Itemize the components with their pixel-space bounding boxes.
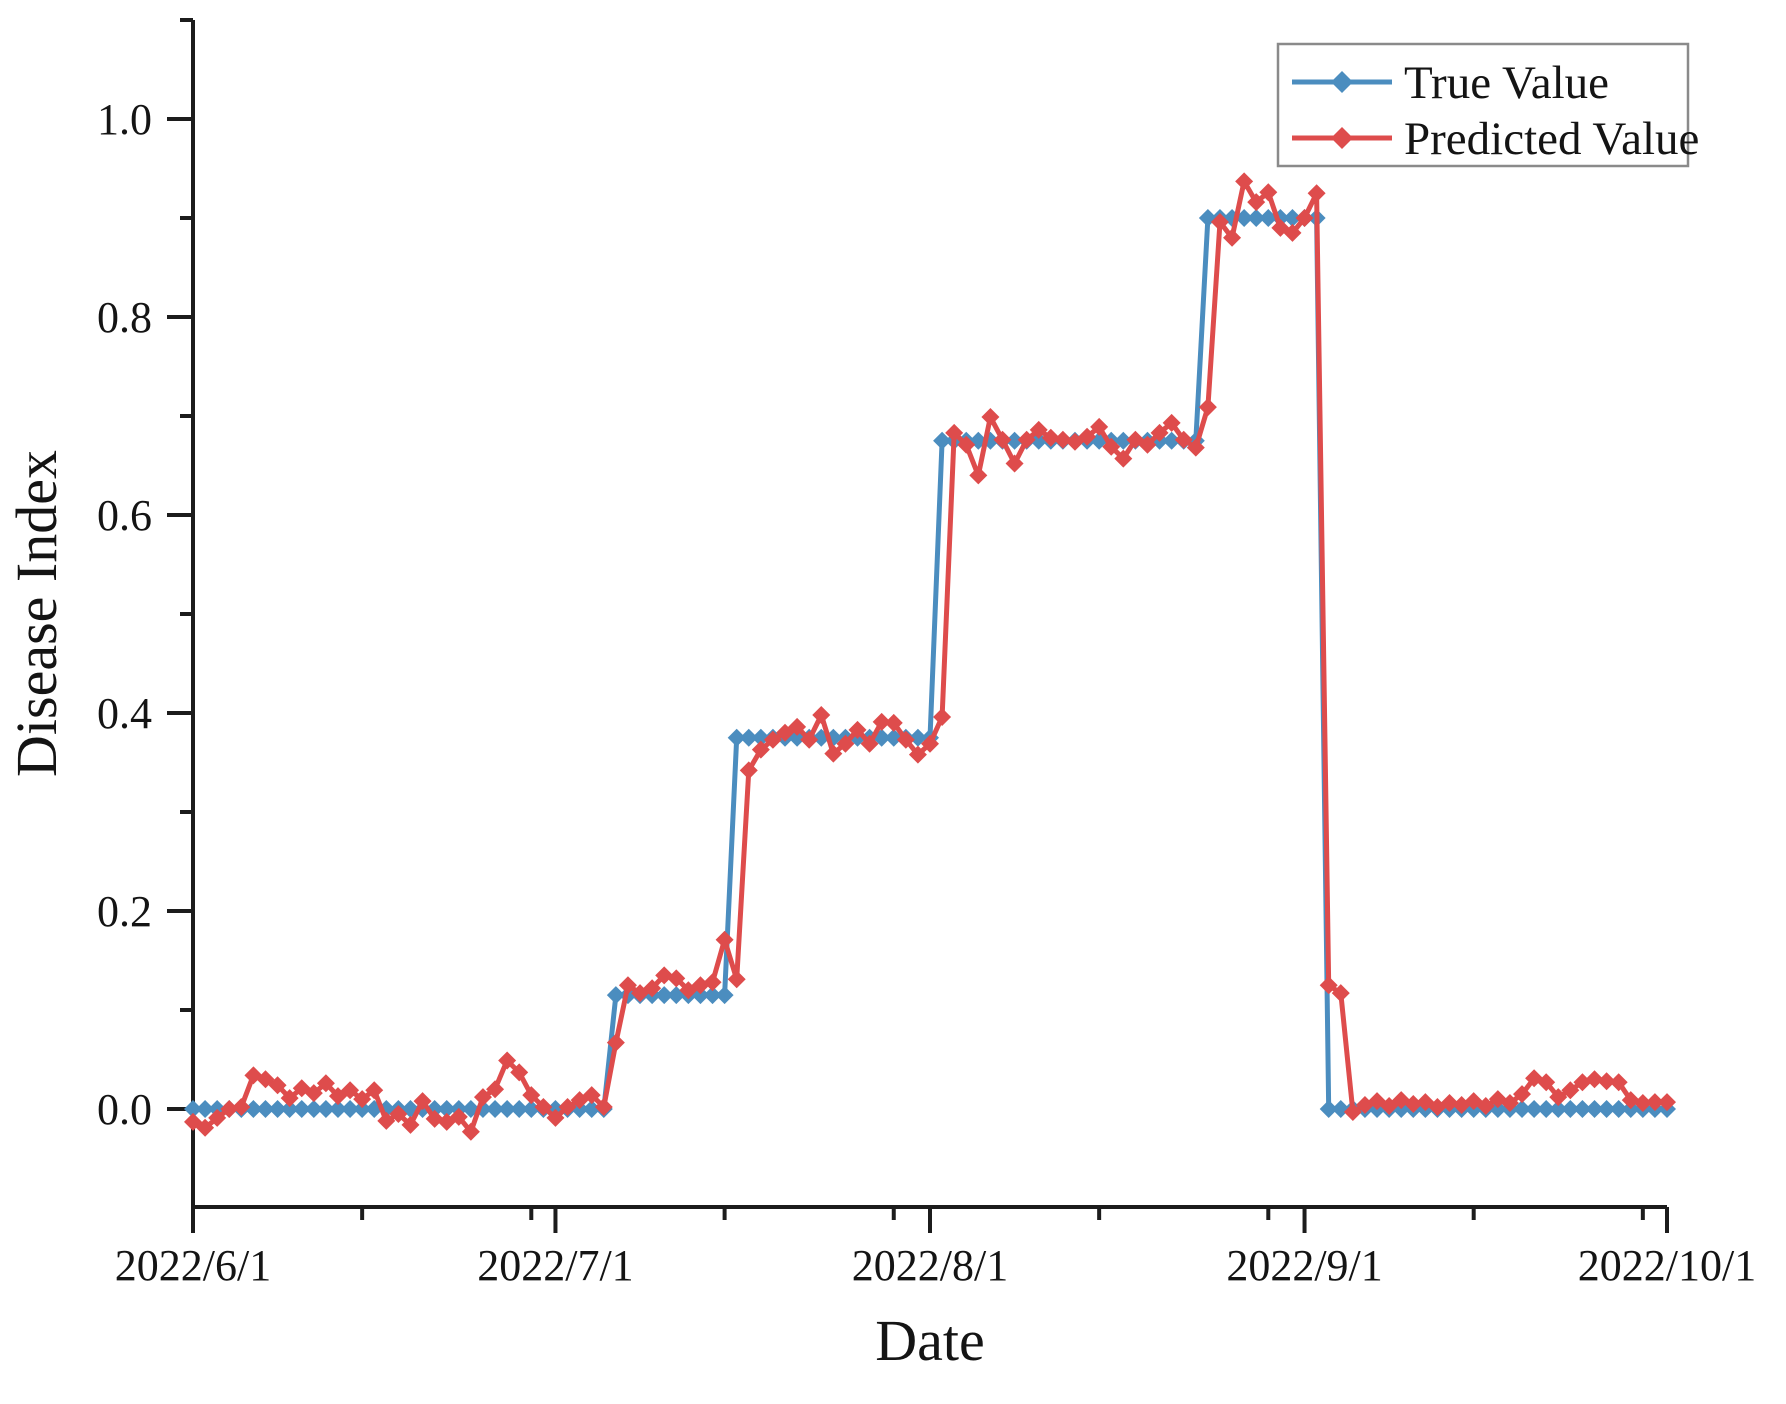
x-tick-label: 2022/7/1 <box>477 1241 633 1290</box>
y-tick-label: 0.6 <box>97 491 152 540</box>
x-tick-label: 2022/10/1 <box>1578 1241 1756 1290</box>
legend-sample-marker <box>1331 71 1353 93</box>
x-tick-label: 2022/6/1 <box>115 1241 271 1290</box>
x-tick-label: 2022/8/1 <box>852 1241 1008 1290</box>
x-axis-title: Date <box>875 1308 985 1373</box>
legend-item-label: Predicted Value <box>1404 113 1699 165</box>
y-tick-label: 0.2 <box>97 887 152 936</box>
y-tick-label: 0.4 <box>97 689 152 738</box>
x-tick-label: 2022/9/1 <box>1226 1241 1382 1290</box>
y-tick-label: 0.8 <box>97 293 152 342</box>
legend-box <box>1276 42 1690 168</box>
y-tick-label: 0.0 <box>97 1085 152 1134</box>
legend-item-label: True Value <box>1404 57 1609 109</box>
y-tick-label: 1.0 <box>97 95 152 144</box>
y-axis-title: Disease Index <box>4 450 69 777</box>
legend-sample-marker <box>1331 127 1353 149</box>
